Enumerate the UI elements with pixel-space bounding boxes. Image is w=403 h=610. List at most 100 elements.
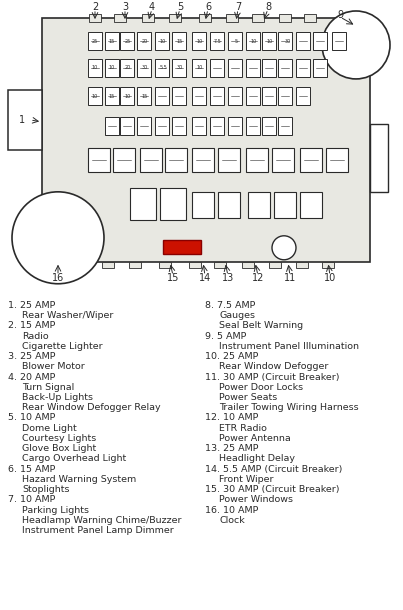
Bar (105, 32, 119, 50)
Text: 11. 30 AMP (Circuit Breaker): 11. 30 AMP (Circuit Breaker) (205, 373, 339, 381)
Text: 9. 5 AMP: 9. 5 AMP (205, 332, 246, 340)
Text: Clock: Clock (219, 516, 245, 525)
Bar (120, 32, 134, 50)
Bar (120, 87, 134, 105)
Bar (279, 14, 291, 22)
Text: Parking Lights: Parking Lights (22, 506, 89, 515)
Text: Cigarette Lighter: Cigarette Lighter (22, 342, 103, 351)
Bar (169, 14, 181, 22)
Text: 10: 10 (92, 65, 98, 70)
Text: 4. 20 AMP: 4. 20 AMP (8, 373, 55, 381)
Text: 5. 10 AMP: 5. 10 AMP (8, 414, 55, 423)
Bar (142, 14, 154, 22)
Bar (88, 148, 110, 172)
Bar (210, 59, 224, 77)
Bar (262, 32, 276, 50)
Bar (102, 262, 114, 268)
Bar (114, 14, 126, 22)
Text: 15: 15 (109, 95, 115, 99)
Circle shape (272, 236, 296, 260)
Bar (296, 262, 308, 268)
Bar (214, 262, 226, 268)
Text: 7. 10 AMP: 7. 10 AMP (8, 495, 55, 504)
Bar (210, 32, 224, 50)
Bar (120, 117, 134, 135)
Text: 6. 15 AMP: 6. 15 AMP (8, 465, 55, 474)
Text: Rear Window Defogger: Rear Window Defogger (219, 362, 328, 371)
Bar (192, 148, 214, 172)
Bar (246, 117, 260, 135)
Text: 6: 6 (205, 2, 211, 12)
Bar (274, 192, 296, 218)
Text: Hazard Warning System: Hazard Warning System (22, 475, 136, 484)
Text: 30: 30 (177, 65, 183, 70)
Text: Front Wiper: Front Wiper (219, 475, 274, 484)
Text: 10: 10 (267, 40, 273, 45)
Text: ETR Radio: ETR Radio (219, 424, 267, 432)
Text: Trailer Towing Wiring Harness: Trailer Towing Wiring Harness (219, 403, 359, 412)
Text: 1. 25 AMP: 1. 25 AMP (8, 301, 55, 310)
Bar (246, 59, 260, 77)
Text: Courtesy Lights: Courtesy Lights (22, 434, 96, 443)
Bar (278, 32, 292, 50)
Circle shape (322, 11, 390, 79)
Text: Rear Window Defogger Relay: Rear Window Defogger Relay (22, 403, 161, 412)
Text: Instrument Panel Illumination: Instrument Panel Illumination (219, 342, 359, 351)
Bar (300, 148, 322, 172)
Text: Seal Belt Warning: Seal Belt Warning (219, 321, 303, 331)
Bar (313, 59, 327, 77)
Bar (42, 18, 370, 262)
Bar (262, 59, 276, 77)
Bar (192, 192, 214, 218)
Bar (248, 192, 270, 218)
Bar (88, 59, 102, 77)
Text: 7.5: 7.5 (214, 40, 222, 45)
Text: Power Seats: Power Seats (219, 393, 277, 402)
Text: 4: 4 (149, 2, 155, 12)
Text: 16: 16 (52, 273, 64, 283)
Text: 13: 13 (222, 273, 234, 283)
Bar (246, 148, 268, 172)
Bar (300, 192, 322, 218)
Bar (199, 14, 211, 22)
Bar (192, 59, 206, 77)
Bar (172, 32, 186, 50)
Text: Instrument Panel Lamp Dimmer: Instrument Panel Lamp Dimmer (22, 526, 174, 535)
Bar (163, 240, 201, 254)
Bar (228, 87, 242, 105)
Bar (172, 87, 186, 105)
Bar (155, 32, 169, 50)
Text: Rear Washer/Wiper: Rear Washer/Wiper (22, 311, 113, 320)
Bar (272, 148, 294, 172)
Text: 7: 7 (235, 2, 241, 12)
Bar (105, 117, 119, 135)
Text: 8. 7.5 AMP: 8. 7.5 AMP (205, 301, 256, 310)
Text: 10: 10 (197, 65, 203, 70)
Text: Back-Up Lights: Back-Up Lights (22, 393, 93, 402)
Bar (140, 148, 162, 172)
Bar (218, 148, 240, 172)
Bar (296, 32, 310, 50)
Text: 30: 30 (285, 40, 291, 45)
Text: 16. 10 AMP: 16. 10 AMP (205, 506, 258, 515)
Bar (278, 59, 292, 77)
Bar (130, 188, 156, 220)
Text: 10: 10 (197, 40, 203, 45)
Text: 10: 10 (125, 95, 131, 99)
Bar (192, 117, 206, 135)
Bar (262, 117, 276, 135)
Bar (137, 32, 151, 50)
Bar (332, 32, 346, 50)
Bar (296, 59, 310, 77)
Text: Dome Light: Dome Light (22, 424, 77, 432)
Text: 20: 20 (142, 40, 148, 45)
Bar (8, 90, 42, 150)
Bar (159, 262, 171, 268)
Bar (226, 14, 238, 22)
Bar (278, 87, 292, 105)
Text: 10: 10 (251, 40, 257, 45)
Text: 20: 20 (125, 65, 131, 70)
Text: Glove Box Light: Glove Box Light (22, 444, 96, 453)
Bar (322, 262, 334, 268)
Text: 9: 9 (337, 10, 343, 20)
